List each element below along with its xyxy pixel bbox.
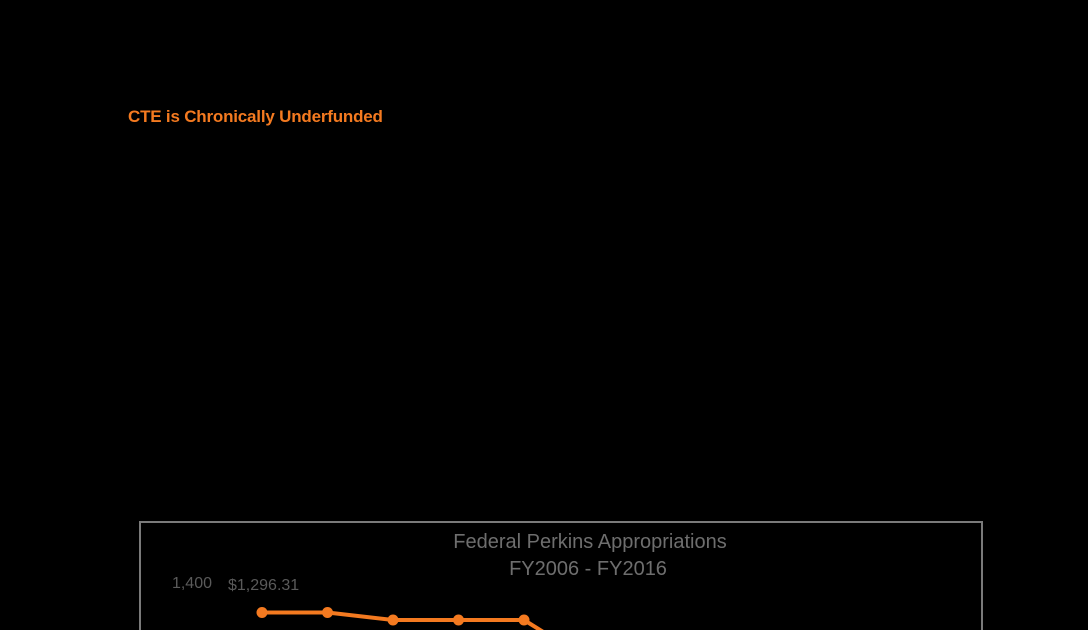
data-label: $1,296.31 [228,577,299,594]
chart-title: Federal Perkins Appropriations [453,531,726,553]
chart-frame [139,521,983,630]
series-group [256,607,544,630]
chart-subtitle: FY2006 - FY2016 [509,558,667,580]
data-point [322,607,333,618]
data-point [453,614,464,626]
data-point [256,607,268,618]
headline: CTE is Chronically Underfunded [128,107,383,126]
data-point [518,614,530,626]
data-point [387,614,399,626]
y-tick-label: 1,400 [172,575,212,592]
series-line [262,610,544,630]
